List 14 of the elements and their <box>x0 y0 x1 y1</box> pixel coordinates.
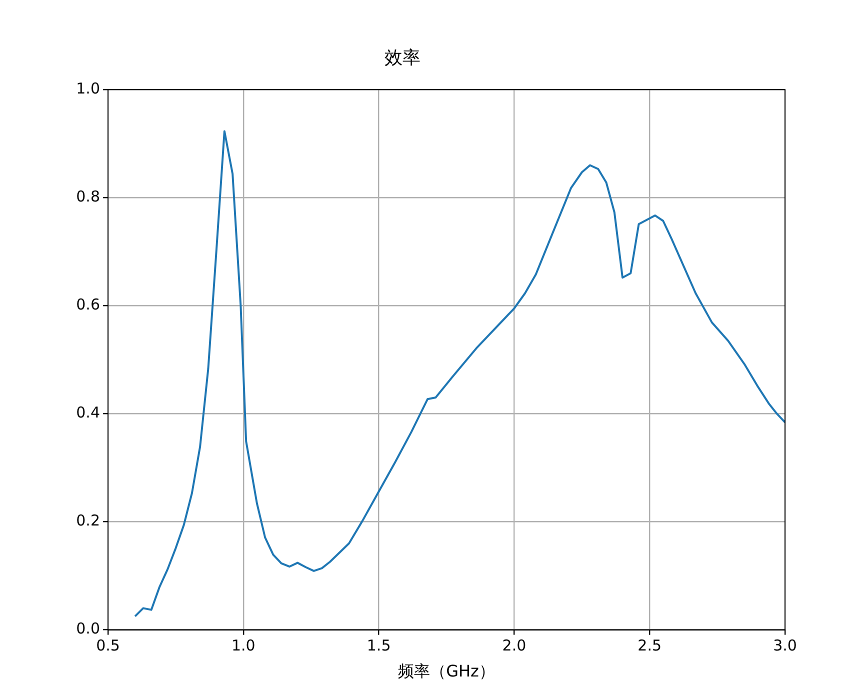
y-tick-label: 0.4 <box>76 404 100 422</box>
y-tick-label: 0.8 <box>76 188 100 206</box>
y-tick-label: 0.0 <box>76 620 100 638</box>
x-axis-title: 频率（GHz） <box>398 662 495 681</box>
x-tick-label: 1.0 <box>231 636 256 655</box>
y-tick-label: 0.6 <box>76 296 100 314</box>
x-tick-label: 2.5 <box>638 636 662 655</box>
x-tick-label: 2.0 <box>502 636 526 655</box>
y-tick-label: 1.0 <box>76 79 100 98</box>
x-tick-label: 1.5 <box>366 636 391 655</box>
x-tick-label: 0.5 <box>96 636 120 655</box>
x-tick-label: 3.0 <box>773 636 797 655</box>
y-tick-label: 0.2 <box>76 512 100 530</box>
chart-title: 效率 <box>384 47 420 68</box>
